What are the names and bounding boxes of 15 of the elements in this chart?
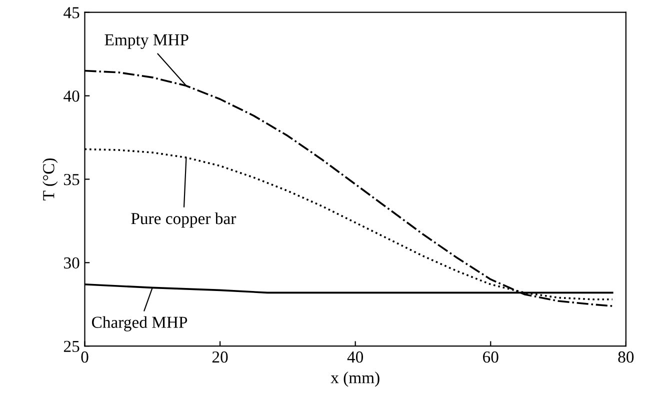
y-tick-label: 40 <box>64 90 80 102</box>
y-tick-label: 45 <box>64 7 80 18</box>
series-label: Empty MHP <box>104 34 188 49</box>
x-axis-title: x (mm) <box>330 372 380 387</box>
x-tick-label: 60 <box>483 351 498 363</box>
x-tick-label: 0 <box>81 351 88 363</box>
y-tick-label: 25 <box>64 340 80 352</box>
y-axis-title: T (°C) <box>42 158 58 200</box>
legend-label: Charged MHP <box>92 316 188 332</box>
x-tick-label: 20 <box>212 351 228 363</box>
y-tick-label: 30 <box>64 257 80 269</box>
x-tick-label: 80 <box>618 351 634 363</box>
y-tick-label: 35 <box>64 174 80 186</box>
text: Pure copper bar <box>131 212 236 228</box>
x-tick-label: 40 <box>347 351 364 363</box>
